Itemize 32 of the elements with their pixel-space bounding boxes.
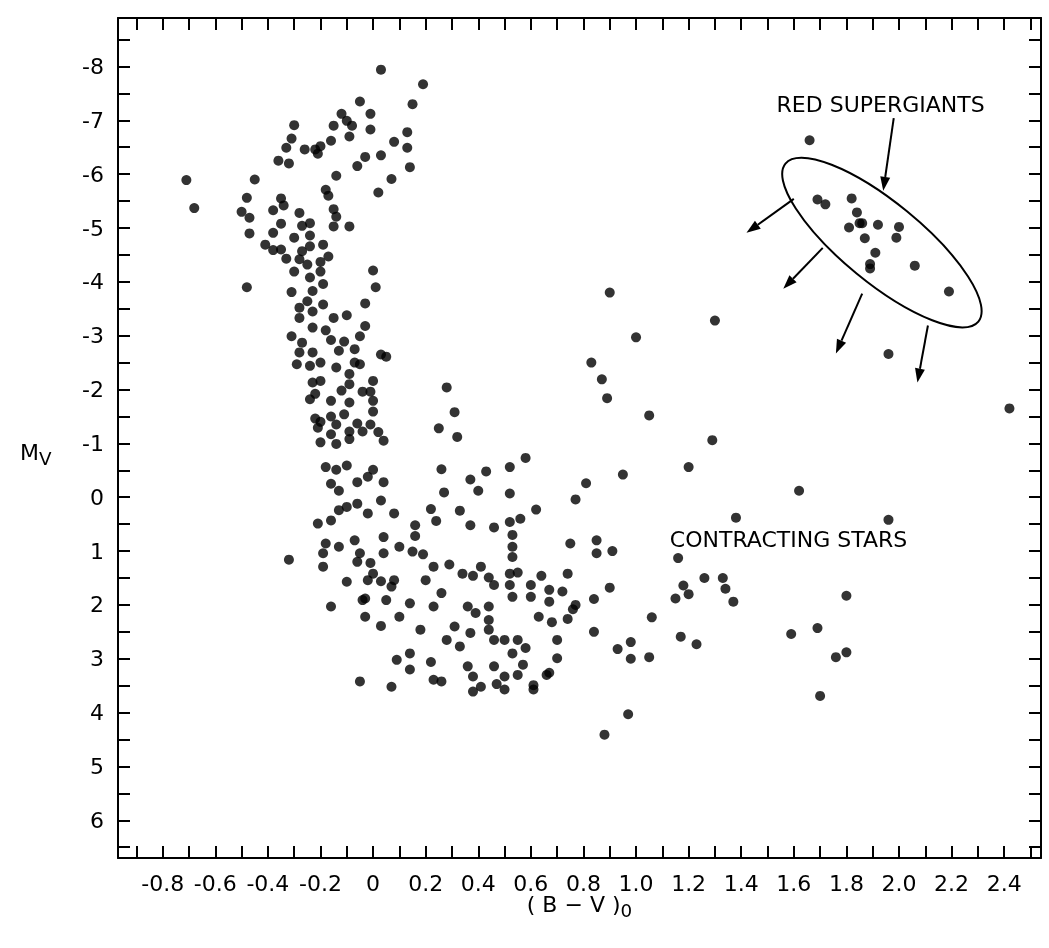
x-tick-label: 0.4 — [460, 870, 496, 896]
x-tick-label: 2.2 — [934, 870, 970, 896]
x-tick-label: 1.8 — [828, 870, 864, 896]
y-tick-label: -4 — [82, 269, 104, 295]
x-tick-label: -0.8 — [141, 870, 185, 896]
y-tick-label: -1 — [82, 430, 104, 456]
y-tick-label: 4 — [90, 700, 104, 726]
x-tick-label: 2.0 — [881, 870, 917, 896]
x-tick-label: 1.6 — [776, 870, 812, 896]
y-axis-title: M$_{V}$ — [20, 440, 52, 470]
annotation: CONTRACTING STARS — [669, 526, 908, 552]
y-tick-label: -5 — [82, 215, 104, 241]
x-tick-label: 1.2 — [671, 870, 707, 896]
y-tick-label: -8 — [82, 53, 104, 79]
x-tick-label: 2.4 — [986, 870, 1022, 896]
y-tick-label: -6 — [82, 161, 104, 187]
y-tick-label: -2 — [82, 377, 104, 403]
x-tick-label: -0.6 — [193, 870, 237, 896]
annotation: RED SUPERGIANTS — [776, 91, 985, 117]
y-tick-label: 1 — [90, 538, 104, 564]
y-tick-label: 5 — [90, 753, 104, 779]
x-tick-label: 0.2 — [408, 870, 444, 896]
y-tick-label: 0 — [90, 484, 104, 510]
x-tick-label: 1.4 — [723, 870, 759, 896]
y-tick-label: -3 — [82, 323, 104, 349]
y-tick-label: 3 — [90, 646, 104, 672]
x-tick-label: 0 — [366, 870, 381, 896]
y-tick-label: 6 — [90, 807, 104, 833]
y-tick-label: -7 — [82, 107, 104, 133]
x-tick-label: -0.2 — [299, 870, 342, 896]
x-tick-label: -0.4 — [246, 870, 290, 896]
y-tick-label: 2 — [90, 592, 104, 618]
